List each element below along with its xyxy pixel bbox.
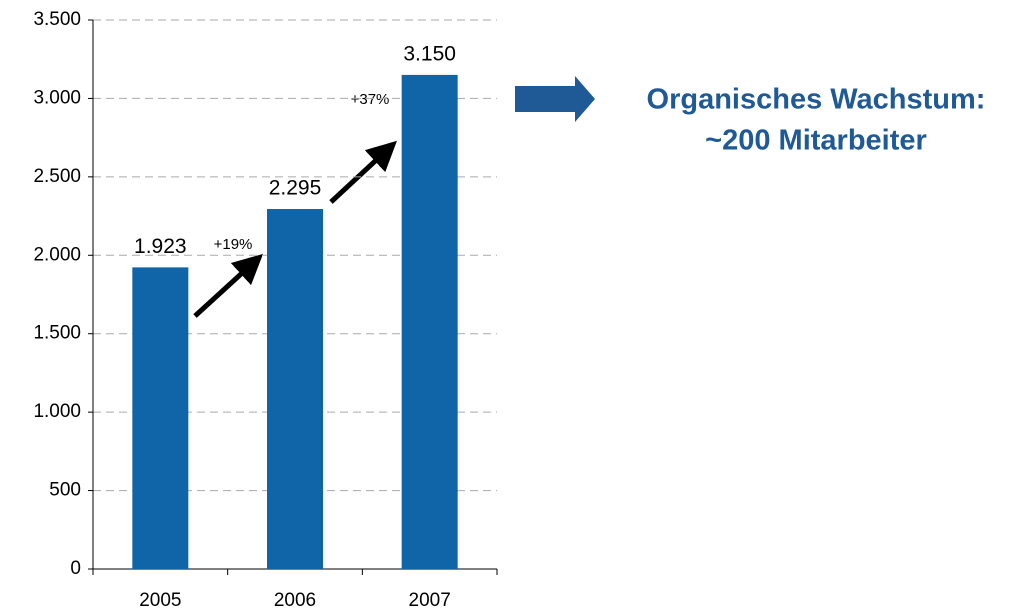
data-label: 1.923 [134, 235, 187, 258]
growth-arrow [193, 253, 264, 318]
headline: Organisches Wachstum: [647, 84, 986, 116]
data-label: 2.295 [269, 177, 322, 200]
y-tick-label: 0 [70, 558, 81, 579]
y-tick-label: 3.500 [33, 9, 81, 30]
y-tick-label: 1.000 [33, 401, 81, 422]
x-tick-label: 2006 [274, 590, 316, 611]
data-label: 3.150 [403, 42, 456, 65]
y-tick-label: 500 [49, 480, 81, 501]
bar [267, 209, 323, 569]
block-arrow [515, 76, 595, 122]
y-tick-label: 1.500 [33, 323, 81, 344]
x-tick-label: 2005 [139, 590, 181, 611]
y-tick-label: 3.000 [33, 87, 81, 108]
y-tick-label: 2.000 [33, 244, 81, 265]
headline: ~200 Mitarbeiter [705, 125, 927, 157]
bar [401, 74, 458, 570]
x-tick-label: 2007 [409, 590, 451, 611]
annotation: +19% [214, 236, 253, 253]
y-tick-label: 2.500 [33, 166, 81, 187]
annotation: +37% [351, 91, 390, 108]
bar [132, 267, 189, 569]
